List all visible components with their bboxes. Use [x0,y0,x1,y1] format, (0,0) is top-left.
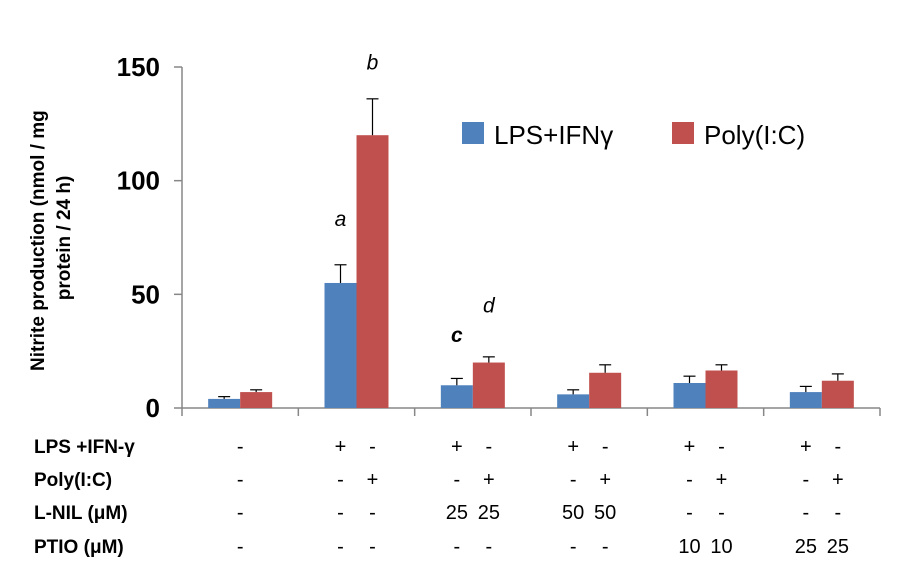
condition-cell: - [802,469,809,491]
condition-cell: 25 [446,502,468,524]
condition-cell: - [834,436,841,458]
condition-cell: - [570,469,577,491]
condition-cell: 25 [827,536,849,558]
condition-cell: + [684,436,696,458]
condition-cell: - [718,502,725,524]
condition-cell: - [570,536,577,558]
significance-letter: a [335,208,347,231]
y-axis-label-line1: Nitrite production (nmol / mg [28,110,49,371]
condition-cell: - [686,469,693,491]
condition-cell: 25 [795,536,817,558]
y-tick-label: 0 [146,393,160,423]
y-axis-label: Nitrite production (nmol / mg protein / … [28,105,75,371]
condition-cell: + [451,436,463,458]
significance-annotations: a b cd [335,51,496,347]
significance-letter: d [483,295,496,318]
condition-cell: - [369,536,376,558]
condition-cell: - [337,536,344,558]
condition-cell: - [602,436,609,458]
condition-cell: - [453,469,460,491]
condition-cell: - [369,436,376,458]
condition-cell: - [337,469,344,491]
condition-cell: 10 [710,536,732,558]
condition-cell: - [337,502,344,524]
y-axis-label-line2: protein / 24 h) [54,176,75,301]
y-tick-label: 100 [117,166,160,196]
legend-swatch [672,122,694,144]
condition-cell: - [602,536,609,558]
condition-cell: 10 [678,536,700,558]
bars [208,135,854,408]
y-tick-label: 50 [131,279,160,309]
bar [472,362,505,408]
condition-table: LPS +IFN-γ - + - + - + - + - + -Poly(I:C) - - + - + - + - + -… [34,436,849,558]
bar [589,372,622,408]
bar [673,382,706,408]
condition-cell: - [802,502,809,524]
condition-cell: - [485,436,492,458]
condition-cell: - [237,469,244,491]
condition-cell: - [369,502,376,524]
bar [821,380,854,408]
condition-row-label: L-NIL (μM) [34,503,128,524]
significance-letter: c [451,324,463,347]
condition-cell: + [716,469,728,491]
condition-row-label: Poly(I:C) [34,470,112,491]
axes: 0 50 100 150 [117,52,881,423]
bar [705,370,738,408]
legend-label: LPS+IFNγ [494,120,613,150]
condition-row-label: LPS +IFN-γ [34,437,135,458]
error-bars [218,98,844,399]
condition-row-label: PTIO (μM) [34,537,124,558]
legend: LPS+IFNγ Poly(I:C) [462,120,805,150]
condition-cell: + [335,436,347,458]
legend-swatch [462,122,484,144]
condition-cell: - [237,502,244,524]
condition-cell: + [567,436,579,458]
condition-cell: - [453,536,460,558]
bar [789,392,822,408]
condition-cell: - [834,502,841,524]
bar [557,394,590,408]
condition-cell: + [599,469,611,491]
bar [324,282,357,408]
condition-cell: - [237,536,244,558]
bar [240,392,273,408]
condition-cell: + [832,469,844,491]
y-tick-label: 150 [117,52,160,82]
bar [356,135,389,408]
legend-label: Poly(I:C) [704,120,805,150]
condition-cell: 50 [594,502,616,524]
condition-cell: + [800,436,812,458]
condition-cell: 50 [562,502,584,524]
bar [440,385,473,408]
condition-cell: - [485,536,492,558]
y-ticks: 0 50 100 150 [117,52,182,423]
condition-cell: + [367,469,379,491]
condition-cell: - [237,436,244,458]
condition-cell: + [483,469,495,491]
significance-letter: b [367,51,379,74]
bar [208,398,241,408]
condition-cell: 25 [478,502,500,524]
condition-cell: - [686,502,693,524]
condition-cell: - [718,436,725,458]
x-ticks [181,408,881,416]
